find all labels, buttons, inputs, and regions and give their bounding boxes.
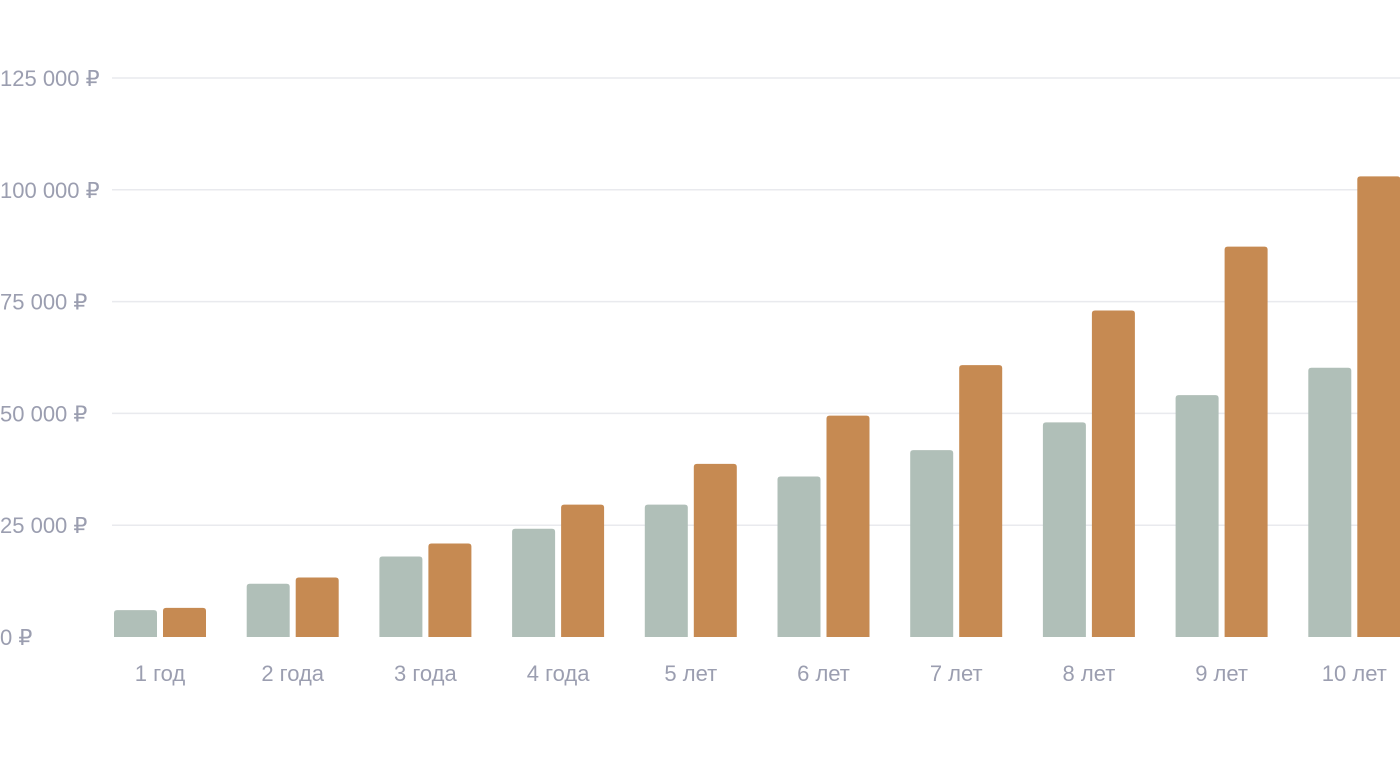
- y-tick-label: 50 000 ₽: [0, 401, 87, 426]
- x-tick-label: 3 года: [394, 661, 457, 686]
- bar-series-2: [163, 607, 206, 637]
- y-axis-tick-labels: 0 ₽ 25 000 ₽ 50 000 ₽ 75 000 ₽ 100 000 ₽ 125 …: [0, 66, 100, 650]
- x-tick-label: 5 лет: [664, 661, 717, 686]
- bar-series-1: [1308, 367, 1352, 637]
- x-tick-label: 4 года: [527, 661, 590, 686]
- y-tick-label: 125 000 ₽: [0, 66, 100, 91]
- bar-series-1: [512, 528, 556, 637]
- bar-series-1: [777, 476, 821, 637]
- bar-series-2: [693, 463, 737, 637]
- bar-series-2: [1357, 176, 1400, 637]
- bar-series-1: [1175, 395, 1219, 637]
- bar-series-2: [295, 577, 339, 637]
- x-axis-tick-labels: 1 год 2 года 3 года 4 года 5 лет 6 лет 7 лет 8 …: [135, 661, 1387, 686]
- x-tick-label: 8 лет: [1063, 661, 1116, 686]
- x-tick-label: 1 год: [135, 661, 186, 686]
- bar-series-2: [561, 504, 605, 637]
- x-tick-label: 9 лет: [1195, 661, 1248, 686]
- bar-series-1: [379, 556, 423, 637]
- bar-series-1: [114, 610, 157, 637]
- x-tick-label: 10 лет: [1322, 661, 1387, 686]
- bar-series-1: [1042, 422, 1086, 637]
- x-tick-label: 6 лет: [797, 661, 850, 686]
- bar-series-1: [246, 583, 290, 637]
- bars: [114, 176, 1400, 637]
- bar-series-2: [959, 365, 1003, 637]
- bar-series-2: [1091, 310, 1135, 637]
- bar-series-2: [1224, 246, 1268, 637]
- y-tick-label: 25 000 ₽: [0, 513, 87, 538]
- y-tick-label: 0 ₽: [0, 625, 32, 650]
- bar-series-2: [826, 415, 870, 637]
- bar-series-1: [910, 450, 954, 637]
- x-tick-label: 7 лет: [930, 661, 983, 686]
- y-tick-label: 75 000 ₽: [0, 290, 87, 315]
- bar-series-2: [428, 543, 472, 637]
- x-tick-label: 2 года: [261, 661, 324, 686]
- bar-series-1: [644, 504, 688, 637]
- y-tick-label: 100 000 ₽: [0, 178, 100, 203]
